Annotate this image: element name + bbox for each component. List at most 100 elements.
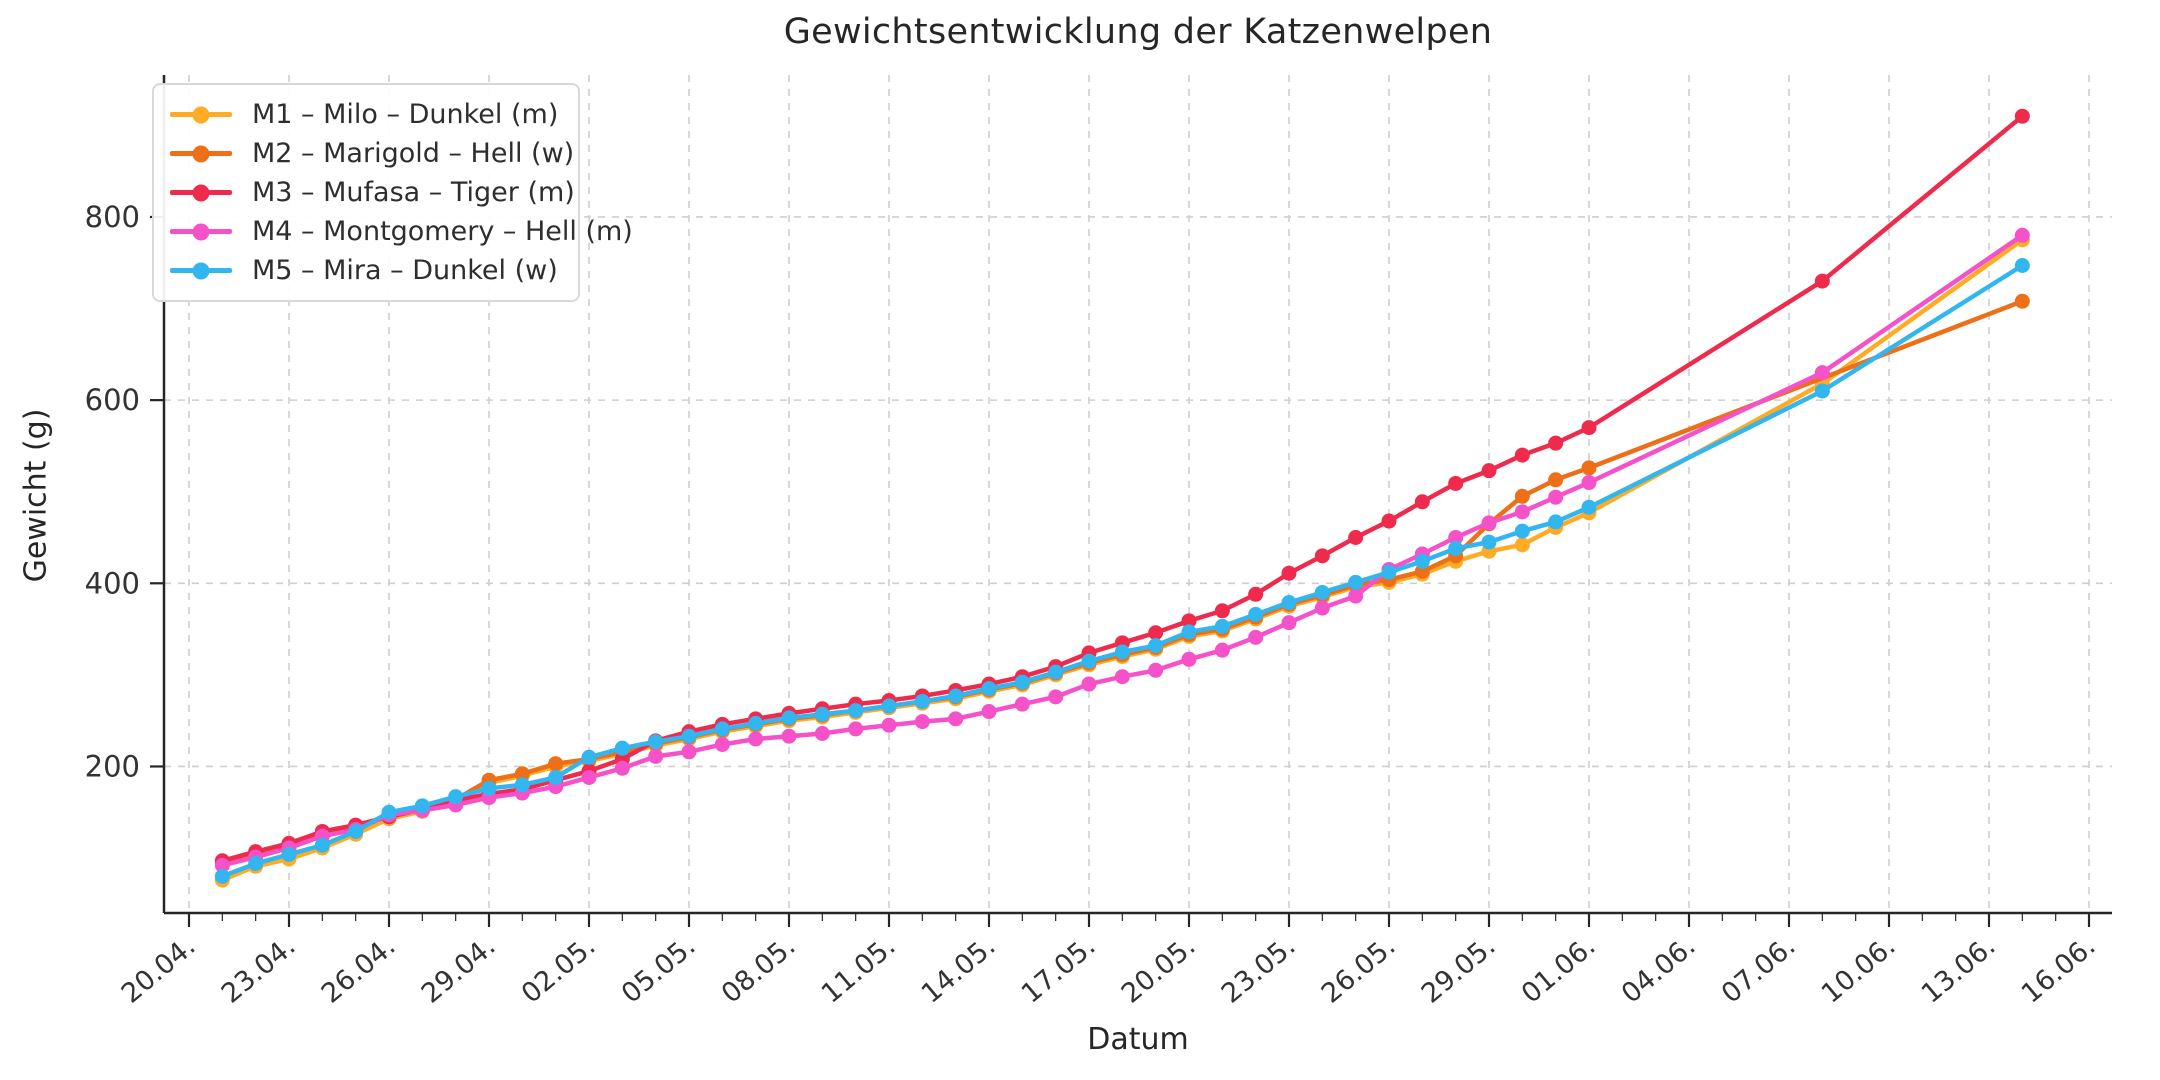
data-point-M4: [948, 711, 964, 727]
legend-label-m1: M1 – Milo – Dunkel (m): [252, 99, 559, 130]
data-point-M5: [481, 780, 497, 796]
legend-item-m4: M4 – Montgomery – Hell (m): [170, 212, 633, 251]
data-point-M4: [981, 704, 997, 720]
data-point-M5: [1181, 624, 1197, 640]
data-point-M5: [714, 721, 730, 737]
data-point-M5: [314, 837, 330, 853]
data-point-M4: [1814, 365, 1830, 381]
data-point-M5: [214, 868, 230, 884]
data-point-M2: [1514, 488, 1530, 504]
y-tick-label: 200: [85, 749, 140, 783]
x-tick-label: 20.04.: [116, 931, 202, 1010]
data-point-M4: [581, 769, 597, 785]
x-tick-label: 08.05.: [716, 931, 802, 1010]
data-point-M5: [281, 846, 297, 862]
data-point-M5: [381, 804, 397, 820]
data-point-M5: [1381, 564, 1397, 580]
x-tick-label: 11.05.: [816, 931, 902, 1010]
data-point-M3: [1348, 530, 1364, 546]
data-point-M4: [1148, 662, 1164, 678]
x-tick-label: 10.06.: [1816, 931, 1902, 1010]
data-point-M4: [2014, 227, 2030, 243]
legend-swatch-m3-icon: [170, 184, 232, 201]
x-tick-label: 23.04.: [216, 931, 302, 1010]
data-series: [214, 108, 2030, 888]
data-point-M4: [214, 857, 230, 873]
x-tick-label: 01.06.: [1516, 931, 1602, 1010]
tick-labels: 20.04. 23.04. 26.04. 29.04. 02.05. 05.05. 08.0…: [85, 200, 2102, 1010]
data-point-M4: [781, 728, 797, 744]
data-point-M3: [1481, 463, 1497, 479]
data-point-M4: [1581, 475, 1597, 491]
legend-swatch-m1-icon: [170, 106, 232, 123]
y-axis-label: Gewicht (g): [18, 408, 54, 583]
data-point-M5: [1048, 664, 1064, 680]
data-point-M5: [1514, 523, 1530, 539]
data-point-M4: [881, 717, 897, 733]
data-point-M1: [1514, 537, 1530, 553]
x-tick-label: 04.06.: [1616, 931, 1702, 1010]
data-point-M5: [581, 749, 597, 765]
data-point-M4: [1348, 588, 1364, 604]
legend-item-m1: M1 – Milo – Dunkel (m): [170, 95, 560, 134]
data-point-M5: [1314, 584, 1330, 600]
data-point-M5: [1481, 534, 1497, 550]
legend-swatch-m5-icon: [170, 262, 232, 279]
data-point-M3: [1448, 475, 1464, 491]
chart-title: Gewichtsentwicklung der Katzenwelpen: [783, 12, 1493, 52]
x-tick-label: 26.05.: [1316, 931, 1402, 1010]
legend-label-m3: M3 – Mufasa – Tiger (m): [252, 177, 575, 208]
series-line-M4: [220, 233, 2025, 868]
data-point-M5: [1414, 553, 1430, 569]
data-point-M5: [1814, 383, 1830, 399]
x-tick-label: 26.04.: [316, 931, 402, 1010]
data-point-M3: [1381, 513, 1397, 529]
y-tick-label: 600: [85, 383, 140, 417]
x-tick-label: 16.06.: [2016, 931, 2102, 1010]
data-point-M3: [1581, 420, 1597, 436]
data-point-M3: [1548, 435, 1564, 451]
data-point-M3: [2014, 108, 2030, 124]
data-point-M5: [614, 740, 630, 756]
data-point-M5: [414, 798, 430, 814]
data-point-M4: [1448, 530, 1464, 546]
data-point-M5: [781, 710, 797, 726]
data-point-M4: [1481, 515, 1497, 531]
data-point-M5: [881, 698, 897, 714]
data-point-M2: [2014, 293, 2030, 309]
data-point-M5: [348, 823, 364, 839]
data-point-M4: [648, 748, 664, 764]
legend-item-m2: M2 – Marigold – Hell (w): [170, 134, 574, 173]
data-point-M2: [514, 766, 530, 782]
data-point-M4: [1214, 642, 1230, 658]
y-tick-label: 400: [85, 566, 140, 600]
data-point-M3: [1814, 273, 1830, 289]
data-point-M3: [1248, 586, 1264, 602]
data-point-M5: [2014, 257, 2030, 273]
data-point-M4: [914, 714, 930, 730]
data-point-M5: [1581, 499, 1597, 515]
legend-swatch-m4-icon: [170, 223, 232, 240]
x-tick-label: 05.05.: [616, 931, 702, 1010]
data-point-M4: [848, 721, 864, 737]
legend-label-m5: M5 – Mira – Dunkel (w): [252, 255, 558, 286]
x-tick-label: 02.05.: [516, 931, 602, 1010]
data-point-M2: [1581, 460, 1597, 476]
data-point-M4: [614, 760, 630, 776]
x-tick-label: 17.05.: [1016, 931, 1102, 1010]
data-point-M5: [948, 688, 964, 704]
x-tick-label: 23.05.: [1216, 931, 1302, 1010]
y-tick-label: 800: [85, 200, 140, 234]
legend-label-m4: M4 – Montgomery – Hell (m): [252, 216, 633, 247]
x-axis-label: Datum: [1087, 1022, 1189, 1057]
data-point-M3: [1214, 603, 1230, 619]
data-point-M5: [1148, 638, 1164, 654]
x-tick-label: 29.05.: [1416, 931, 1502, 1010]
data-point-M5: [681, 728, 697, 744]
legend-label-m2: M2 – Marigold – Hell (w): [252, 138, 575, 169]
data-point-M4: [1281, 615, 1297, 631]
data-point-M3: [1181, 613, 1197, 629]
legend-item-m5: M5 – Mira – Dunkel (w): [170, 251, 560, 290]
